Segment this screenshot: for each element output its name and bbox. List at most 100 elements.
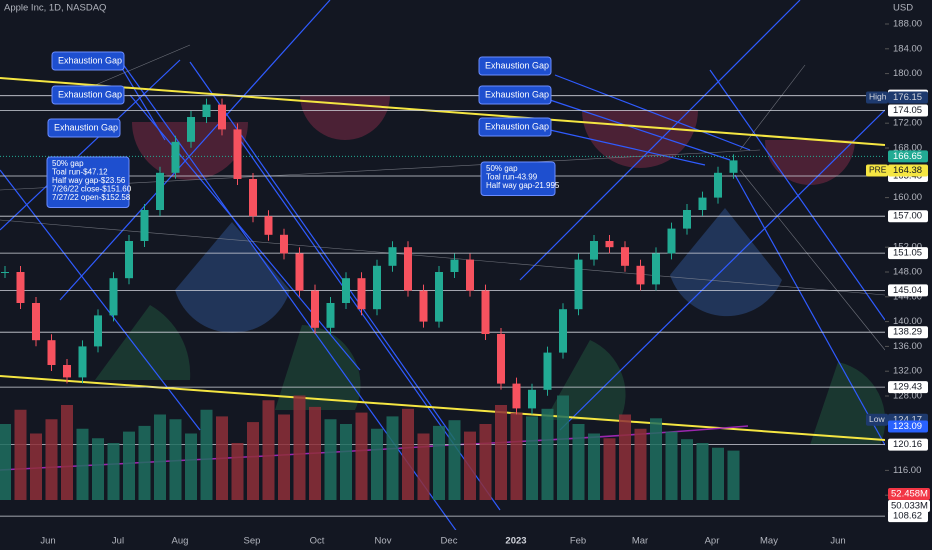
price-tick-label: 172.00 [893, 118, 922, 129]
volume-bar [588, 433, 600, 500]
volume-bar [479, 424, 492, 500]
volume [0, 395, 740, 500]
ma-badge [888, 420, 928, 433]
gap-label: Exhaustion Gap [485, 89, 549, 99]
volume-bar [371, 428, 383, 500]
level-label: 145.04 [893, 285, 922, 296]
volume-bar [216, 416, 228, 500]
trend-line [129, 94, 361, 371]
time-label: Aug [172, 536, 189, 547]
candle-body [357, 278, 366, 310]
gap-label: Exhaustion Gap [54, 122, 118, 132]
level-label: 129.43 [893, 382, 922, 393]
volume-bar [0, 424, 11, 500]
volume-bar [603, 438, 616, 500]
gap-callout [51, 85, 125, 105]
time-label: May [760, 536, 778, 547]
candle-body [32, 303, 40, 341]
volume-label: 52.458M [891, 489, 928, 500]
volume-bar [355, 412, 368, 500]
volume-bar [386, 416, 399, 500]
volume-bar [464, 431, 476, 500]
price-tick-label: 160.00 [893, 192, 922, 203]
price-tick-label: 188.00 [893, 19, 922, 30]
volume-badge [888, 488, 930, 500]
candle-body [171, 141, 180, 173]
candle-body [373, 265, 381, 310]
time-label: Mar [632, 536, 648, 547]
candle-body [78, 346, 87, 378]
candle-body [481, 290, 490, 334]
candle-body [466, 259, 474, 291]
candle-body [140, 210, 149, 241]
volume-bar [681, 439, 693, 500]
volume-bar [402, 408, 414, 500]
volume-bar [138, 425, 151, 500]
trend-line [734, 174, 886, 446]
volume-badge [888, 500, 930, 512]
trend-line [59, 0, 331, 301]
note-line: Toal run-43.99 [486, 173, 538, 182]
candle-body [636, 265, 645, 285]
candle-body [714, 172, 722, 198]
volume-bar [76, 428, 89, 500]
note-line: 7/26/22 close-$151.60 [52, 185, 132, 194]
volume-bar [30, 433, 42, 500]
candle-body [435, 272, 443, 322]
candle-body [528, 389, 536, 409]
time-label: Sep [244, 536, 261, 547]
gap-callout [478, 56, 552, 76]
volume-bar [417, 433, 430, 500]
time-label: Nov [375, 536, 392, 547]
gap-label: Exhaustion Gap [58, 89, 122, 99]
level-label: 174.05 [893, 105, 922, 116]
badge-tag-bg [866, 413, 888, 426]
volume-bar [45, 419, 58, 500]
time-label: Jul [112, 536, 124, 547]
candle-body [295, 253, 304, 291]
volume-bar [696, 443, 709, 500]
trend-line [519, 0, 801, 281]
candle-body [1, 272, 9, 273]
level-label: 157.00 [893, 211, 922, 222]
candle-body [621, 247, 629, 266]
price-tick-label: 148.00 [893, 267, 922, 278]
candle-body [729, 160, 738, 173]
badge-tag: High [869, 92, 887, 102]
price-tick-label: 140.00 [893, 316, 922, 327]
candle-body [63, 365, 71, 378]
candles [1, 98, 738, 415]
price-tick-label: 116.00 [893, 465, 921, 476]
note-line: Toal run-$47.12 [52, 168, 108, 177]
candle-body [218, 104, 226, 130]
gap-callout [51, 51, 125, 71]
time-label: Feb [570, 536, 586, 547]
candle-body [698, 197, 707, 210]
time-label: Apr [705, 536, 720, 547]
volume-bar [107, 443, 120, 500]
price-tick-label: 184.00 [893, 43, 922, 54]
price-tick-label: 168.00 [893, 143, 922, 154]
volume-bar [727, 450, 740, 500]
level-badge [888, 326, 928, 339]
badge-tag: Low [869, 414, 885, 424]
volume-bar [61, 405, 73, 500]
time-label: Oct [310, 536, 325, 547]
level-badge [888, 284, 928, 297]
volume-bar [634, 428, 647, 500]
level-badge [888, 104, 928, 117]
candle-body [156, 172, 164, 210]
badge-bg [888, 164, 928, 177]
volume-bar [324, 419, 337, 500]
level-label: 108.62 [893, 511, 922, 522]
note-box [46, 156, 130, 208]
volume-bar [231, 443, 244, 500]
time-label: Dec [441, 536, 458, 547]
candle-body [233, 129, 242, 179]
note-line: 7/27/22 open-$152.58 [52, 193, 131, 202]
candle-body [419, 290, 428, 322]
arc [95, 305, 191, 380]
volume-bar [510, 412, 523, 500]
arc [765, 140, 855, 185]
volume-bar [123, 431, 135, 500]
